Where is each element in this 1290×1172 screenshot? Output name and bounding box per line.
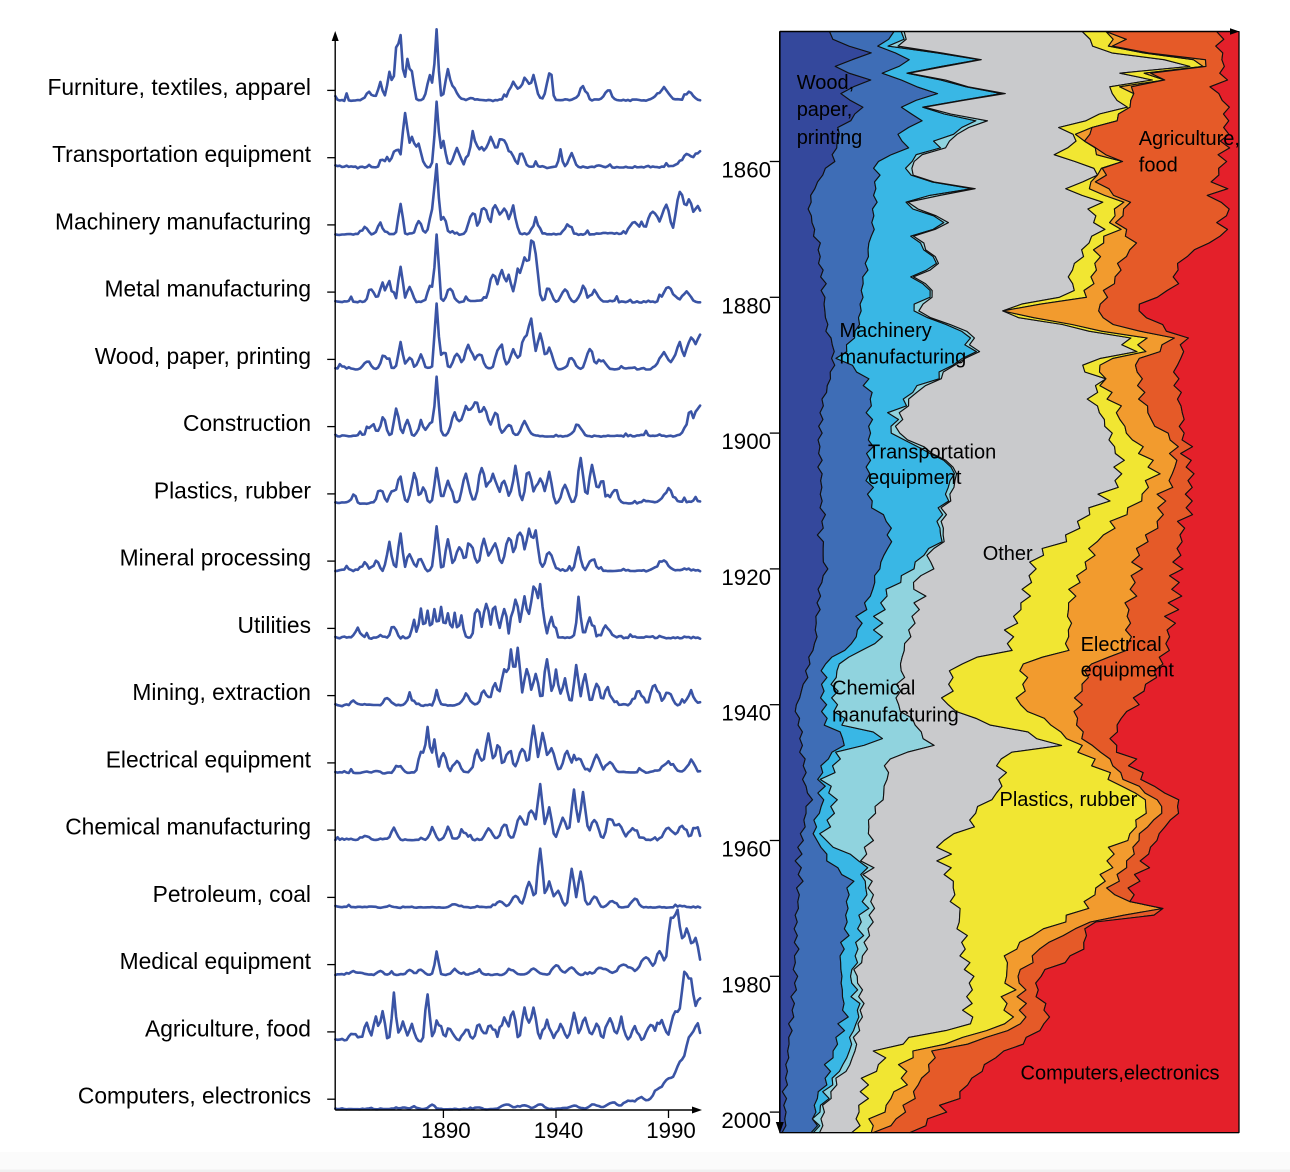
svg-text:1960: 1960 xyxy=(721,837,771,862)
svg-text:1980: 1980 xyxy=(721,972,771,997)
svg-text:Agriculture, food: Agriculture, food xyxy=(145,1015,311,1041)
svg-text:Machinery manufacturing: Machinery manufacturing xyxy=(55,208,311,234)
svg-text:1990: 1990 xyxy=(646,1118,696,1143)
svg-text:Furniture, textiles, apparel: Furniture, textiles, apparel xyxy=(47,74,311,100)
svg-text:Metal manufacturing: Metal manufacturing xyxy=(104,276,311,302)
svg-text:Computers,electronics: Computers,electronics xyxy=(1021,1062,1220,1084)
svg-text:Utilities: Utilities xyxy=(238,612,311,638)
svg-text:Electrical equipment: Electrical equipment xyxy=(106,746,312,772)
svg-text:Plastics, rubber: Plastics, rubber xyxy=(154,477,312,503)
svg-text:Construction: Construction xyxy=(183,410,311,436)
svg-text:paper,: paper, xyxy=(797,99,853,121)
svg-text:equipment: equipment xyxy=(1081,660,1175,682)
svg-text:printing: printing xyxy=(797,127,863,149)
svg-text:food: food xyxy=(1139,154,1178,176)
svg-text:1900: 1900 xyxy=(721,429,771,454)
svg-text:1940: 1940 xyxy=(534,1118,584,1143)
svg-text:manufacturing: manufacturing xyxy=(832,704,959,726)
svg-text:Transportation: Transportation xyxy=(868,441,996,463)
svg-text:1940: 1940 xyxy=(721,701,771,726)
svg-text:Electrical: Electrical xyxy=(1081,634,1162,656)
svg-text:1890: 1890 xyxy=(421,1118,471,1143)
svg-text:Medical equipment: Medical equipment xyxy=(120,948,312,974)
svg-text:Transportation equipment: Transportation equipment xyxy=(52,141,312,167)
svg-text:Plastics, rubber: Plastics, rubber xyxy=(1000,789,1138,811)
svg-text:Agriculture,: Agriculture, xyxy=(1139,128,1240,150)
svg-text:Chemical manufacturing: Chemical manufacturing xyxy=(65,814,311,840)
svg-text:2000: 2000 xyxy=(721,1108,771,1133)
svg-text:Petroleum, coal: Petroleum, coal xyxy=(153,881,311,907)
svg-text:manufacturing: manufacturing xyxy=(840,347,967,369)
svg-text:Computers, electronics: Computers, electronics xyxy=(78,1083,311,1109)
svg-text:1920: 1920 xyxy=(721,565,771,590)
svg-text:equipment: equipment xyxy=(868,467,962,489)
svg-text:1880: 1880 xyxy=(721,293,771,318)
svg-text:Mining, extraction: Mining, extraction xyxy=(132,679,311,705)
svg-text:1860: 1860 xyxy=(721,158,771,183)
svg-text:Machinery: Machinery xyxy=(840,320,932,342)
svg-text:Chemical: Chemical xyxy=(832,677,915,699)
svg-text:Wood, paper, printing: Wood, paper, printing xyxy=(95,343,311,369)
svg-text:Wood,: Wood, xyxy=(797,72,854,94)
svg-text:Other: Other xyxy=(983,543,1033,565)
svg-text:Mineral processing: Mineral processing xyxy=(120,545,311,571)
